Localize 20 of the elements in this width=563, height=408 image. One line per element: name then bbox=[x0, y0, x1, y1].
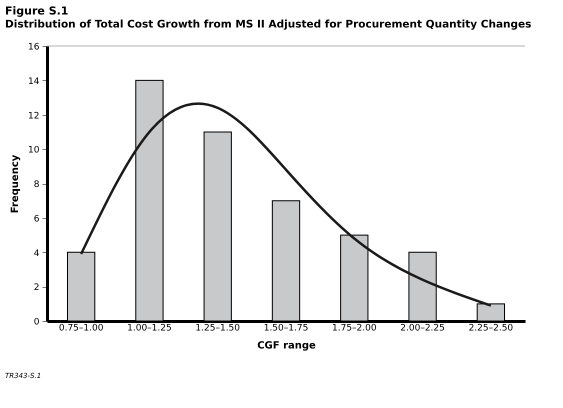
y-tick-label: 8 bbox=[34, 180, 40, 190]
x-tick-label: 1.25–1.50 bbox=[195, 324, 240, 334]
y-tick-label: 2 bbox=[34, 283, 40, 294]
x-tick-label: 1.75–2.00 bbox=[332, 324, 377, 334]
chart-subtitle: Distribution of Total Cost Growth from MS II Adjusted for Procurement Quantity Changes bbox=[5, 18, 532, 30]
x-tick-label: 2.25–2.50 bbox=[468, 324, 514, 334]
x-axis-title: CGF range bbox=[257, 340, 316, 352]
y-axis-title: Frequency bbox=[10, 154, 22, 214]
y-tick-label: 4 bbox=[34, 248, 40, 259]
x-tick-label: 2.00–2.25 bbox=[400, 324, 445, 334]
y-tick-label: 12 bbox=[28, 111, 40, 122]
chart-title: Figure S.1 bbox=[5, 4, 68, 18]
y-tick-label: 10 bbox=[28, 146, 40, 156]
x-tick-label: 0.75–1.00 bbox=[58, 324, 104, 334]
y-tick-label: 0 bbox=[34, 318, 40, 328]
y-tick-label: 16 bbox=[28, 42, 40, 52]
y-tick-label: 6 bbox=[34, 214, 40, 224]
x-tick-label: 1.50–1.75 bbox=[264, 324, 308, 334]
y-tick-label: 14 bbox=[28, 76, 40, 87]
x-tick-label: 1.00–1.25 bbox=[127, 324, 172, 334]
